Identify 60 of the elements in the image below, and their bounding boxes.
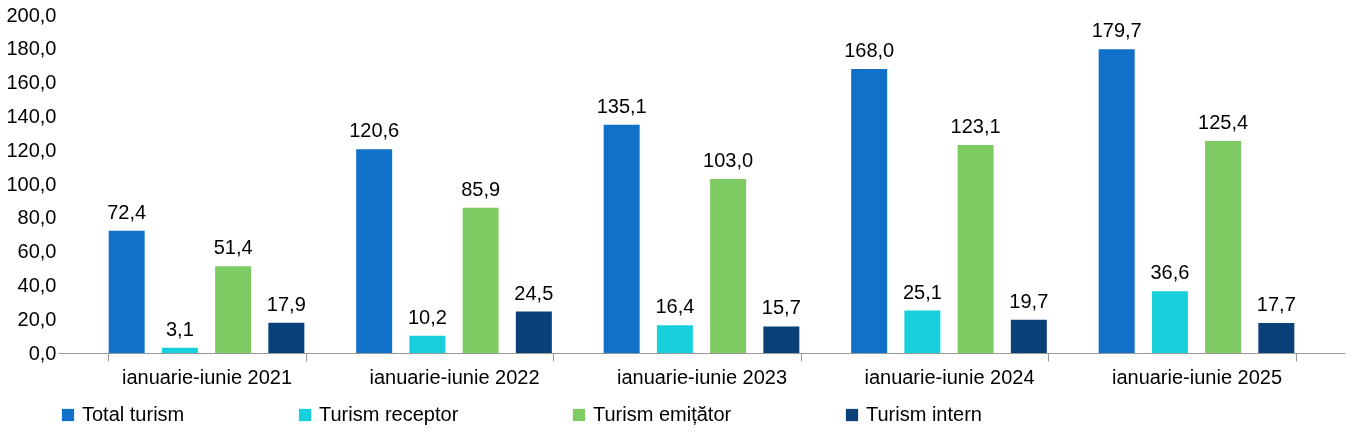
bar (710, 178, 747, 353)
data-label: 19,7 (1009, 289, 1049, 312)
y-tick-label: 140,0 (6, 104, 57, 127)
bar (763, 326, 800, 353)
data-label: 15,7 (761, 296, 801, 319)
data-label: 3,1 (165, 317, 194, 340)
y-tick-label: 60,0 (17, 240, 57, 263)
data-label: 25,1 (902, 280, 942, 303)
bar (215, 266, 252, 353)
x-tick-label: ianuarie-iunie 2025 (1111, 365, 1283, 388)
y-tick-label: 20,0 (17, 307, 57, 330)
bar (1010, 319, 1047, 353)
bar (409, 335, 446, 353)
y-tick-label: 120,0 (6, 138, 57, 161)
bar (462, 207, 499, 353)
bar (108, 230, 145, 353)
bar (957, 144, 994, 353)
data-label: 17,7 (1256, 293, 1296, 316)
data-label: 51,4 (213, 236, 253, 259)
legend-label: Total turism (82, 403, 185, 425)
y-tick-label: 0,0 (28, 341, 57, 364)
bar (1205, 141, 1242, 353)
data-label: 10,2 (407, 305, 447, 328)
legend-label: Turism intern (866, 403, 982, 425)
data-label: 16,4 (655, 295, 695, 318)
data-label: 168,0 (844, 39, 895, 62)
bar (851, 69, 888, 353)
bar (656, 325, 693, 353)
y-tick-label: 180,0 (6, 37, 57, 60)
x-tick-label: ianuarie-iunie 2022 (369, 365, 540, 388)
data-label: 85,9 (461, 177, 501, 200)
data-label: 179,7 (1091, 19, 1142, 42)
data-label: 125,4 (1198, 111, 1249, 134)
data-label: 24,5 (514, 281, 554, 304)
bar (603, 124, 640, 353)
data-label: 135,1 (596, 94, 647, 117)
legend-label: Turism receptor (319, 403, 459, 425)
legend-label: Turism emițător (593, 403, 732, 425)
y-tick-label: 200,0 (6, 3, 57, 26)
bar (1098, 49, 1135, 353)
bar (356, 149, 393, 353)
bar (268, 322, 305, 353)
y-tick-label: 80,0 (17, 206, 57, 229)
y-tick-label: 40,0 (17, 273, 57, 296)
y-tick-label: 160,0 (6, 71, 57, 94)
bar (904, 310, 941, 353)
y-tick-label: 100,0 (6, 172, 57, 195)
bar (1151, 291, 1188, 353)
x-tick-label: ianuarie-iunie 2024 (864, 365, 1035, 388)
bar (161, 347, 198, 353)
data-label: 17,9 (266, 292, 306, 315)
x-tick-label: ianuarie-iunie 2021 (121, 365, 293, 388)
data-label: 123,1 (950, 114, 1001, 137)
data-label: 120,6 (349, 119, 400, 142)
x-tick-label: ianuarie-iunie 2023 (616, 365, 788, 388)
bar (1258, 323, 1295, 353)
data-label: 72,4 (107, 200, 147, 223)
bar (515, 311, 552, 353)
data-label: 103,0 (703, 148, 754, 171)
data-label: 36,6 (1150, 261, 1190, 284)
